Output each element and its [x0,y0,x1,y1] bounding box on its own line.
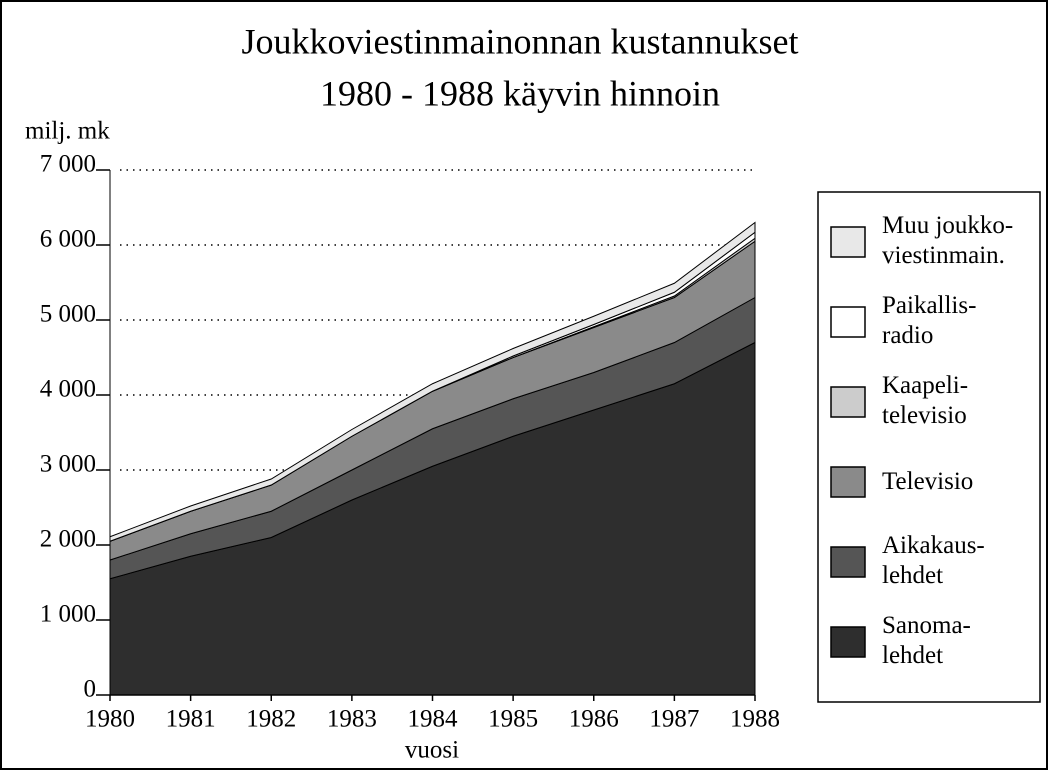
legend-label: Aikakaus-lehdet [882,532,985,589]
x-tick-label: 1983 [327,706,377,733]
legend-swatch [830,466,866,498]
y-tick-label: 5 000 [40,301,96,328]
legend-box [817,191,1041,703]
legend-label: Kaapeli-televisio [882,372,968,429]
area [109,221,756,542]
chart-title: Joukkoviestinmainonnan kustannukset [242,21,799,61]
x-tick-label: 1988 [730,706,780,733]
legend-swatch [830,626,866,658]
y-tick-label: 7 000 [40,151,96,178]
legend-label: Sanoma-lehdet [882,612,971,669]
y-tick-label: 0 [84,676,97,703]
x-tick-label: 1985 [488,706,538,733]
legend-label: Paikallis-radio [882,292,976,349]
y-tick-label: 1 000 [40,601,96,628]
y-tick-label: 6 000 [40,226,96,253]
y-tick-label: 3 000 [40,451,96,478]
x-tick-label: 1982 [246,706,296,733]
y-axis-label: milj. mk [25,118,110,145]
legend-label: Muu joukko-viestinmain. [882,212,1013,269]
x-tick-label: 1987 [649,706,699,733]
x-tick-label: 1986 [569,706,619,733]
legend-swatch [830,226,866,258]
y-tick-label: 2 000 [40,526,96,553]
legend-swatch [830,386,866,418]
legend-swatch [830,546,866,578]
x-axis-label: vuosi [405,737,459,764]
x-tick-label: 1981 [166,706,216,733]
legend-swatch [830,306,866,338]
legend-label: Televisio [882,468,973,495]
y-tick-label: 4 000 [40,376,96,403]
chart-subtitle: 1980 - 1988 käyvin hinnoin [320,73,720,113]
x-tick-label: 1980 [85,706,135,733]
x-tick-label: 1984 [408,706,459,733]
